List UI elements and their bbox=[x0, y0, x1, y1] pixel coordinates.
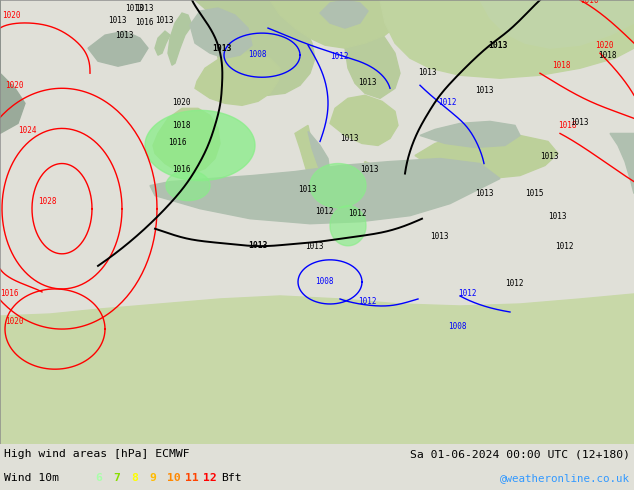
Text: @weatheronline.co.uk: @weatheronline.co.uk bbox=[500, 473, 630, 483]
Polygon shape bbox=[330, 96, 398, 146]
Polygon shape bbox=[350, 0, 400, 38]
Text: 1013: 1013 bbox=[548, 212, 567, 220]
Text: 1013: 1013 bbox=[298, 185, 316, 194]
Text: 1018: 1018 bbox=[598, 51, 616, 60]
Text: 1028: 1028 bbox=[38, 196, 56, 206]
Text: 1013: 1013 bbox=[248, 241, 268, 250]
Text: 9: 9 bbox=[149, 473, 156, 483]
Text: 12: 12 bbox=[203, 473, 217, 483]
Polygon shape bbox=[166, 171, 210, 200]
Polygon shape bbox=[195, 0, 315, 96]
Polygon shape bbox=[320, 0, 368, 28]
Polygon shape bbox=[320, 0, 400, 98]
Polygon shape bbox=[610, 133, 634, 194]
Polygon shape bbox=[190, 8, 252, 58]
Text: 1012: 1012 bbox=[505, 279, 524, 288]
Polygon shape bbox=[308, 131, 330, 178]
Text: Bft: Bft bbox=[221, 473, 242, 483]
Text: 1016: 1016 bbox=[168, 139, 186, 147]
Text: 11: 11 bbox=[185, 473, 198, 483]
Text: 1024: 1024 bbox=[18, 126, 37, 135]
Text: 1016: 1016 bbox=[172, 165, 190, 173]
Polygon shape bbox=[195, 53, 280, 105]
Polygon shape bbox=[297, 23, 308, 53]
Text: 1013: 1013 bbox=[212, 44, 231, 53]
Text: 1012: 1012 bbox=[348, 209, 366, 218]
Polygon shape bbox=[88, 31, 148, 66]
Polygon shape bbox=[480, 0, 634, 48]
Text: 1020: 1020 bbox=[5, 317, 23, 326]
Text: 1016: 1016 bbox=[135, 18, 153, 27]
Text: 1012: 1012 bbox=[555, 242, 574, 251]
Polygon shape bbox=[145, 110, 255, 181]
Text: 1013: 1013 bbox=[360, 165, 378, 173]
Polygon shape bbox=[155, 31, 170, 55]
Text: 1018: 1018 bbox=[172, 122, 190, 130]
Text: 1013: 1013 bbox=[570, 119, 588, 127]
Text: 1013: 1013 bbox=[115, 31, 134, 40]
Text: 1008: 1008 bbox=[448, 322, 467, 331]
Polygon shape bbox=[360, 162, 385, 196]
Text: 1013: 1013 bbox=[305, 242, 323, 251]
Polygon shape bbox=[295, 125, 328, 204]
Text: 1013: 1013 bbox=[418, 68, 436, 77]
Text: 1020: 1020 bbox=[5, 81, 23, 90]
Text: 1013: 1013 bbox=[430, 232, 448, 241]
Polygon shape bbox=[430, 0, 634, 58]
Polygon shape bbox=[0, 0, 25, 133]
Text: 1013: 1013 bbox=[340, 134, 358, 144]
Text: 1020: 1020 bbox=[2, 11, 20, 20]
Text: 1012: 1012 bbox=[358, 297, 377, 306]
Text: 1013: 1013 bbox=[475, 189, 493, 197]
Text: 1013: 1013 bbox=[125, 4, 143, 13]
Text: 1013: 1013 bbox=[488, 41, 507, 50]
Polygon shape bbox=[270, 0, 420, 48]
Text: 1012: 1012 bbox=[315, 207, 333, 216]
Text: 1016: 1016 bbox=[580, 0, 598, 5]
Polygon shape bbox=[420, 122, 520, 147]
Text: 1016: 1016 bbox=[0, 289, 18, 298]
Text: 1018: 1018 bbox=[558, 122, 576, 130]
Text: 1013: 1013 bbox=[135, 4, 153, 13]
Text: 6: 6 bbox=[95, 473, 102, 483]
Text: 1013: 1013 bbox=[358, 78, 377, 87]
Text: Wind 10m: Wind 10m bbox=[4, 473, 59, 483]
Text: High wind areas [hPa] ECMWF: High wind areas [hPa] ECMWF bbox=[4, 449, 190, 459]
Text: 10: 10 bbox=[167, 473, 181, 483]
Text: 1013: 1013 bbox=[475, 86, 493, 95]
Text: 1020: 1020 bbox=[595, 41, 614, 50]
Polygon shape bbox=[330, 206, 366, 246]
Text: 1012: 1012 bbox=[438, 98, 456, 107]
Text: 7: 7 bbox=[113, 473, 120, 483]
Text: 1020: 1020 bbox=[172, 98, 190, 107]
Text: 1013: 1013 bbox=[155, 16, 174, 25]
Polygon shape bbox=[415, 133, 558, 178]
Polygon shape bbox=[310, 164, 366, 208]
Text: 1012: 1012 bbox=[458, 289, 477, 298]
Text: 1015: 1015 bbox=[525, 189, 543, 197]
Text: 1018: 1018 bbox=[552, 61, 571, 70]
Text: 1013: 1013 bbox=[540, 151, 559, 161]
Text: 1008: 1008 bbox=[315, 277, 333, 286]
Text: 8: 8 bbox=[131, 473, 138, 483]
Polygon shape bbox=[380, 0, 634, 78]
Polygon shape bbox=[153, 108, 220, 173]
Text: 1008: 1008 bbox=[248, 50, 266, 59]
Text: 1012: 1012 bbox=[330, 52, 349, 61]
Text: Sa 01-06-2024 00:00 UTC (12+180): Sa 01-06-2024 00:00 UTC (12+180) bbox=[410, 449, 630, 459]
Polygon shape bbox=[0, 294, 634, 444]
Polygon shape bbox=[168, 13, 192, 65]
Text: 1013: 1013 bbox=[108, 16, 127, 25]
Polygon shape bbox=[150, 158, 500, 224]
